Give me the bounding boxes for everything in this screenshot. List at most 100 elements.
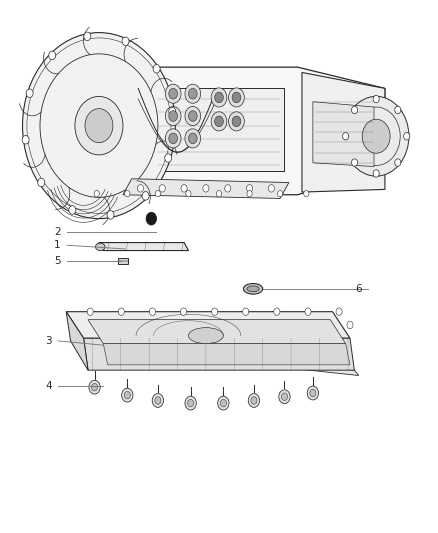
Circle shape <box>92 383 98 391</box>
Circle shape <box>165 84 181 103</box>
Circle shape <box>187 399 194 407</box>
Circle shape <box>185 107 201 126</box>
Polygon shape <box>46 67 385 195</box>
Circle shape <box>203 184 209 192</box>
Circle shape <box>38 178 45 187</box>
Circle shape <box>181 184 187 192</box>
Text: 6: 6 <box>355 284 362 294</box>
Circle shape <box>185 396 196 410</box>
Circle shape <box>215 116 223 127</box>
Circle shape <box>75 96 123 155</box>
Circle shape <box>124 391 131 399</box>
Circle shape <box>395 106 401 114</box>
Ellipse shape <box>244 284 263 294</box>
Circle shape <box>22 135 29 144</box>
Circle shape <box>220 399 226 407</box>
Circle shape <box>211 112 227 131</box>
Polygon shape <box>99 243 188 251</box>
Circle shape <box>218 396 229 410</box>
Circle shape <box>310 389 316 397</box>
Circle shape <box>336 308 342 316</box>
Ellipse shape <box>188 328 223 344</box>
Circle shape <box>146 212 156 225</box>
Circle shape <box>165 154 172 162</box>
Polygon shape <box>66 312 350 338</box>
Circle shape <box>85 109 113 143</box>
Circle shape <box>152 393 163 407</box>
Text: 2: 2 <box>54 227 61 237</box>
Circle shape <box>211 88 227 107</box>
Circle shape <box>278 190 283 197</box>
Text: 1: 1 <box>54 240 61 250</box>
Circle shape <box>243 308 249 316</box>
Circle shape <box>343 133 349 140</box>
Circle shape <box>94 190 99 197</box>
Circle shape <box>362 119 390 154</box>
Polygon shape <box>153 88 285 171</box>
Polygon shape <box>123 179 289 198</box>
Circle shape <box>118 308 124 316</box>
Circle shape <box>138 184 144 192</box>
Circle shape <box>185 129 201 148</box>
Circle shape <box>84 32 91 41</box>
Circle shape <box>87 308 93 316</box>
Circle shape <box>305 308 311 316</box>
Circle shape <box>212 308 218 316</box>
Circle shape <box>169 107 176 116</box>
Polygon shape <box>118 258 128 264</box>
Circle shape <box>216 190 222 197</box>
Circle shape <box>268 184 275 192</box>
Polygon shape <box>313 102 374 166</box>
Circle shape <box>26 89 33 98</box>
Circle shape <box>186 190 191 197</box>
Circle shape <box>153 64 160 73</box>
Circle shape <box>229 112 244 131</box>
Circle shape <box>304 190 309 197</box>
Circle shape <box>155 397 161 404</box>
Circle shape <box>404 133 410 140</box>
Polygon shape <box>71 341 359 375</box>
Circle shape <box>69 206 76 214</box>
Circle shape <box>373 95 379 103</box>
Circle shape <box>395 159 401 166</box>
Circle shape <box>22 33 175 219</box>
Circle shape <box>169 88 177 99</box>
Circle shape <box>149 308 155 316</box>
Polygon shape <box>103 344 350 365</box>
Circle shape <box>248 393 260 407</box>
Circle shape <box>169 111 177 122</box>
Circle shape <box>155 190 160 197</box>
Circle shape <box>373 169 379 177</box>
Polygon shape <box>66 312 88 370</box>
Circle shape <box>89 380 100 394</box>
Circle shape <box>229 88 244 107</box>
Circle shape <box>169 133 177 144</box>
Circle shape <box>347 321 353 329</box>
Polygon shape <box>302 72 385 192</box>
Circle shape <box>232 92 241 103</box>
Circle shape <box>274 308 280 316</box>
Circle shape <box>352 159 357 166</box>
Text: 4: 4 <box>46 381 52 391</box>
Circle shape <box>279 390 290 403</box>
Polygon shape <box>88 320 346 344</box>
Circle shape <box>343 96 409 176</box>
Text: 3: 3 <box>46 336 52 346</box>
Circle shape <box>125 190 130 197</box>
Circle shape <box>180 308 187 316</box>
Circle shape <box>142 191 149 200</box>
Circle shape <box>122 388 133 402</box>
Circle shape <box>232 116 241 127</box>
Circle shape <box>352 106 357 114</box>
Circle shape <box>247 184 253 192</box>
Circle shape <box>251 397 257 404</box>
Circle shape <box>122 37 129 45</box>
Ellipse shape <box>247 286 259 292</box>
Circle shape <box>247 190 252 197</box>
Circle shape <box>165 129 181 148</box>
Text: 5: 5 <box>54 256 61 266</box>
Circle shape <box>282 393 288 400</box>
Circle shape <box>225 184 231 192</box>
Circle shape <box>159 184 165 192</box>
Circle shape <box>188 111 197 122</box>
